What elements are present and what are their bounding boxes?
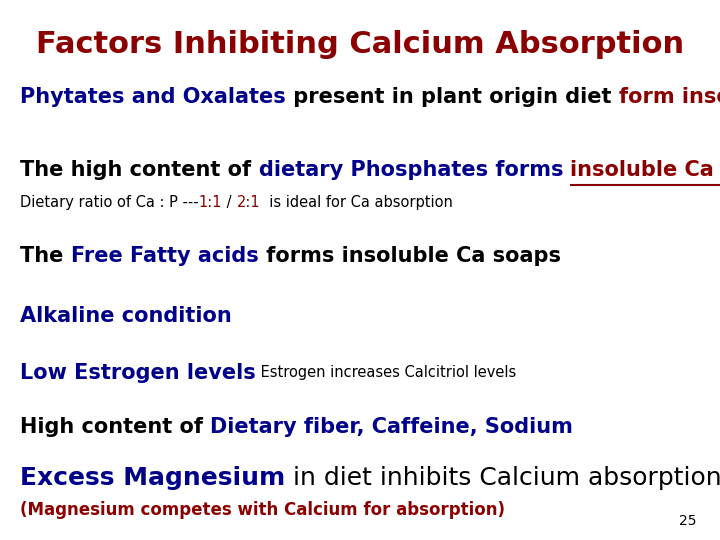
Text: (Magnesium competes with Calcium for absorption): (Magnesium competes with Calcium for abs…	[20, 501, 505, 519]
Text: Factors Inhibiting Calcium Absorption: Factors Inhibiting Calcium Absorption	[36, 30, 684, 59]
Text: The high content of: The high content of	[20, 160, 258, 180]
Text: /: /	[222, 195, 236, 210]
Text: forms insoluble Ca soaps: forms insoluble Ca soaps	[258, 246, 561, 267]
Text: Free Fatty acids: Free Fatty acids	[71, 246, 258, 267]
Text: Low Estrogen levels: Low Estrogen levels	[20, 362, 256, 383]
Text: in diet inhibits Calcium absorption: in diet inhibits Calcium absorption	[285, 466, 720, 490]
Text: Alkaline condition: Alkaline condition	[20, 306, 232, 326]
Text: Excess Magnesium: Excess Magnesium	[20, 466, 285, 490]
Text: Dietary ratio of Ca : P ---: Dietary ratio of Ca : P ---	[20, 195, 199, 210]
Text: is ideal for Ca absorption: is ideal for Ca absorption	[260, 195, 453, 210]
Text: The: The	[20, 246, 71, 267]
Text: 1:1: 1:1	[199, 195, 222, 210]
Text: 25: 25	[679, 514, 696, 528]
Text: High content of: High content of	[20, 416, 210, 437]
Text: present in plant origin diet: present in plant origin diet	[286, 87, 618, 107]
Text: Phytates and Oxalates: Phytates and Oxalates	[20, 87, 286, 107]
Text: form insoluble salts: form insoluble salts	[618, 87, 720, 107]
Text: Estrogen increases Calcitriol levels: Estrogen increases Calcitriol levels	[256, 365, 516, 380]
Text: insoluble Ca phosphate: insoluble Ca phosphate	[570, 160, 720, 180]
Text: dietary Phosphates forms: dietary Phosphates forms	[258, 160, 570, 180]
Text: 2:1: 2:1	[236, 195, 260, 210]
Text: Dietary fiber, Caffeine, Sodium: Dietary fiber, Caffeine, Sodium	[210, 416, 573, 437]
